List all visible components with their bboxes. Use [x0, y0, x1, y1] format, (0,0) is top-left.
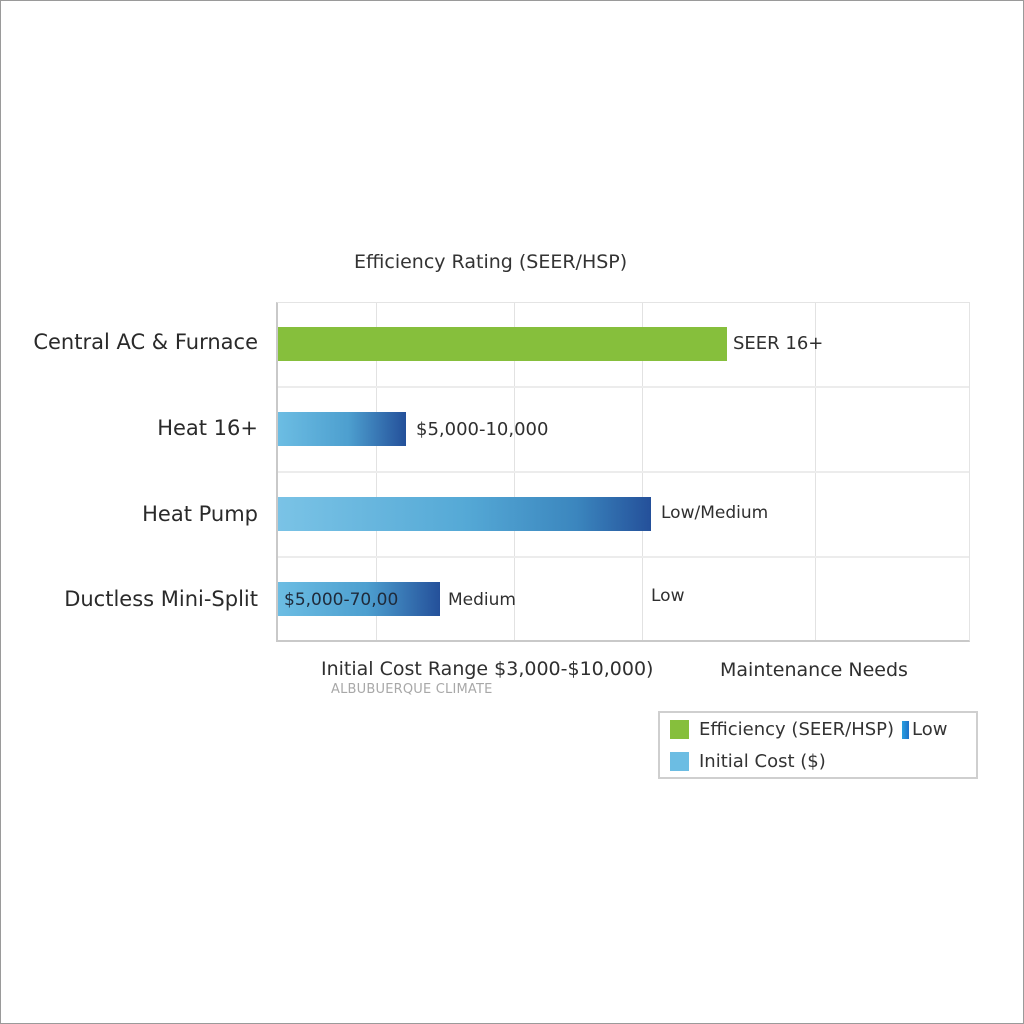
legend-label-low: Low	[912, 719, 948, 740]
bar-heat16-cost	[278, 412, 406, 446]
bar-ductless-cost	[278, 582, 440, 616]
grid-line-horizontal	[278, 471, 969, 473]
legend-label-initial-cost: Initial Cost ($)	[699, 751, 826, 772]
chart-title: Efficiency Rating (SEER/HSP)	[354, 251, 628, 273]
bar-inner-label-ductless: $5,000-70,00	[284, 590, 399, 610]
bar-central-ac-efficiency	[278, 327, 727, 361]
legend-swatch-blue-mini	[902, 720, 910, 739]
legend-item-efficiency: Efficiency (SEER/HSP) Low	[670, 719, 947, 740]
bar-label-ductless-medium: Medium	[448, 590, 516, 610]
legend: Efficiency (SEER/HSP) Low Initial Cost (…	[658, 711, 978, 779]
annotation-ductless-low: Low	[651, 586, 685, 606]
bar-label-heat-pump: Low/Medium	[661, 503, 769, 523]
category-label-heat-pump: Heat Pump	[142, 502, 258, 526]
bar-label-heat16: $5,000-10,000	[416, 419, 549, 440]
grid-line-horizontal	[278, 386, 969, 388]
legend-swatch-green	[670, 720, 689, 739]
category-label-central-ac: Central AC & Furnace	[33, 330, 258, 354]
legend-label-efficiency: Efficiency (SEER/HSP)	[699, 719, 895, 740]
category-label-heat16: Heat 16+	[157, 416, 258, 440]
x-axis-subtitle: ALBUBUERQUE CLIMATE	[331, 682, 493, 697]
grid-line-horizontal	[278, 556, 969, 558]
bar-heat-pump-cost	[278, 497, 651, 531]
secondary-axis-label: Maintenance Needs	[720, 659, 908, 681]
bar-label-central-ac: SEER 16+	[733, 333, 824, 354]
legend-swatch-blue	[670, 752, 689, 771]
plot-area	[276, 302, 970, 642]
legend-item-initial-cost: Initial Cost ($)	[670, 751, 826, 772]
x-axis-label: Initial Cost Range $3,000-$10,000)	[321, 658, 654, 680]
category-label-ductless: Ductless Mini-Split	[64, 587, 258, 611]
